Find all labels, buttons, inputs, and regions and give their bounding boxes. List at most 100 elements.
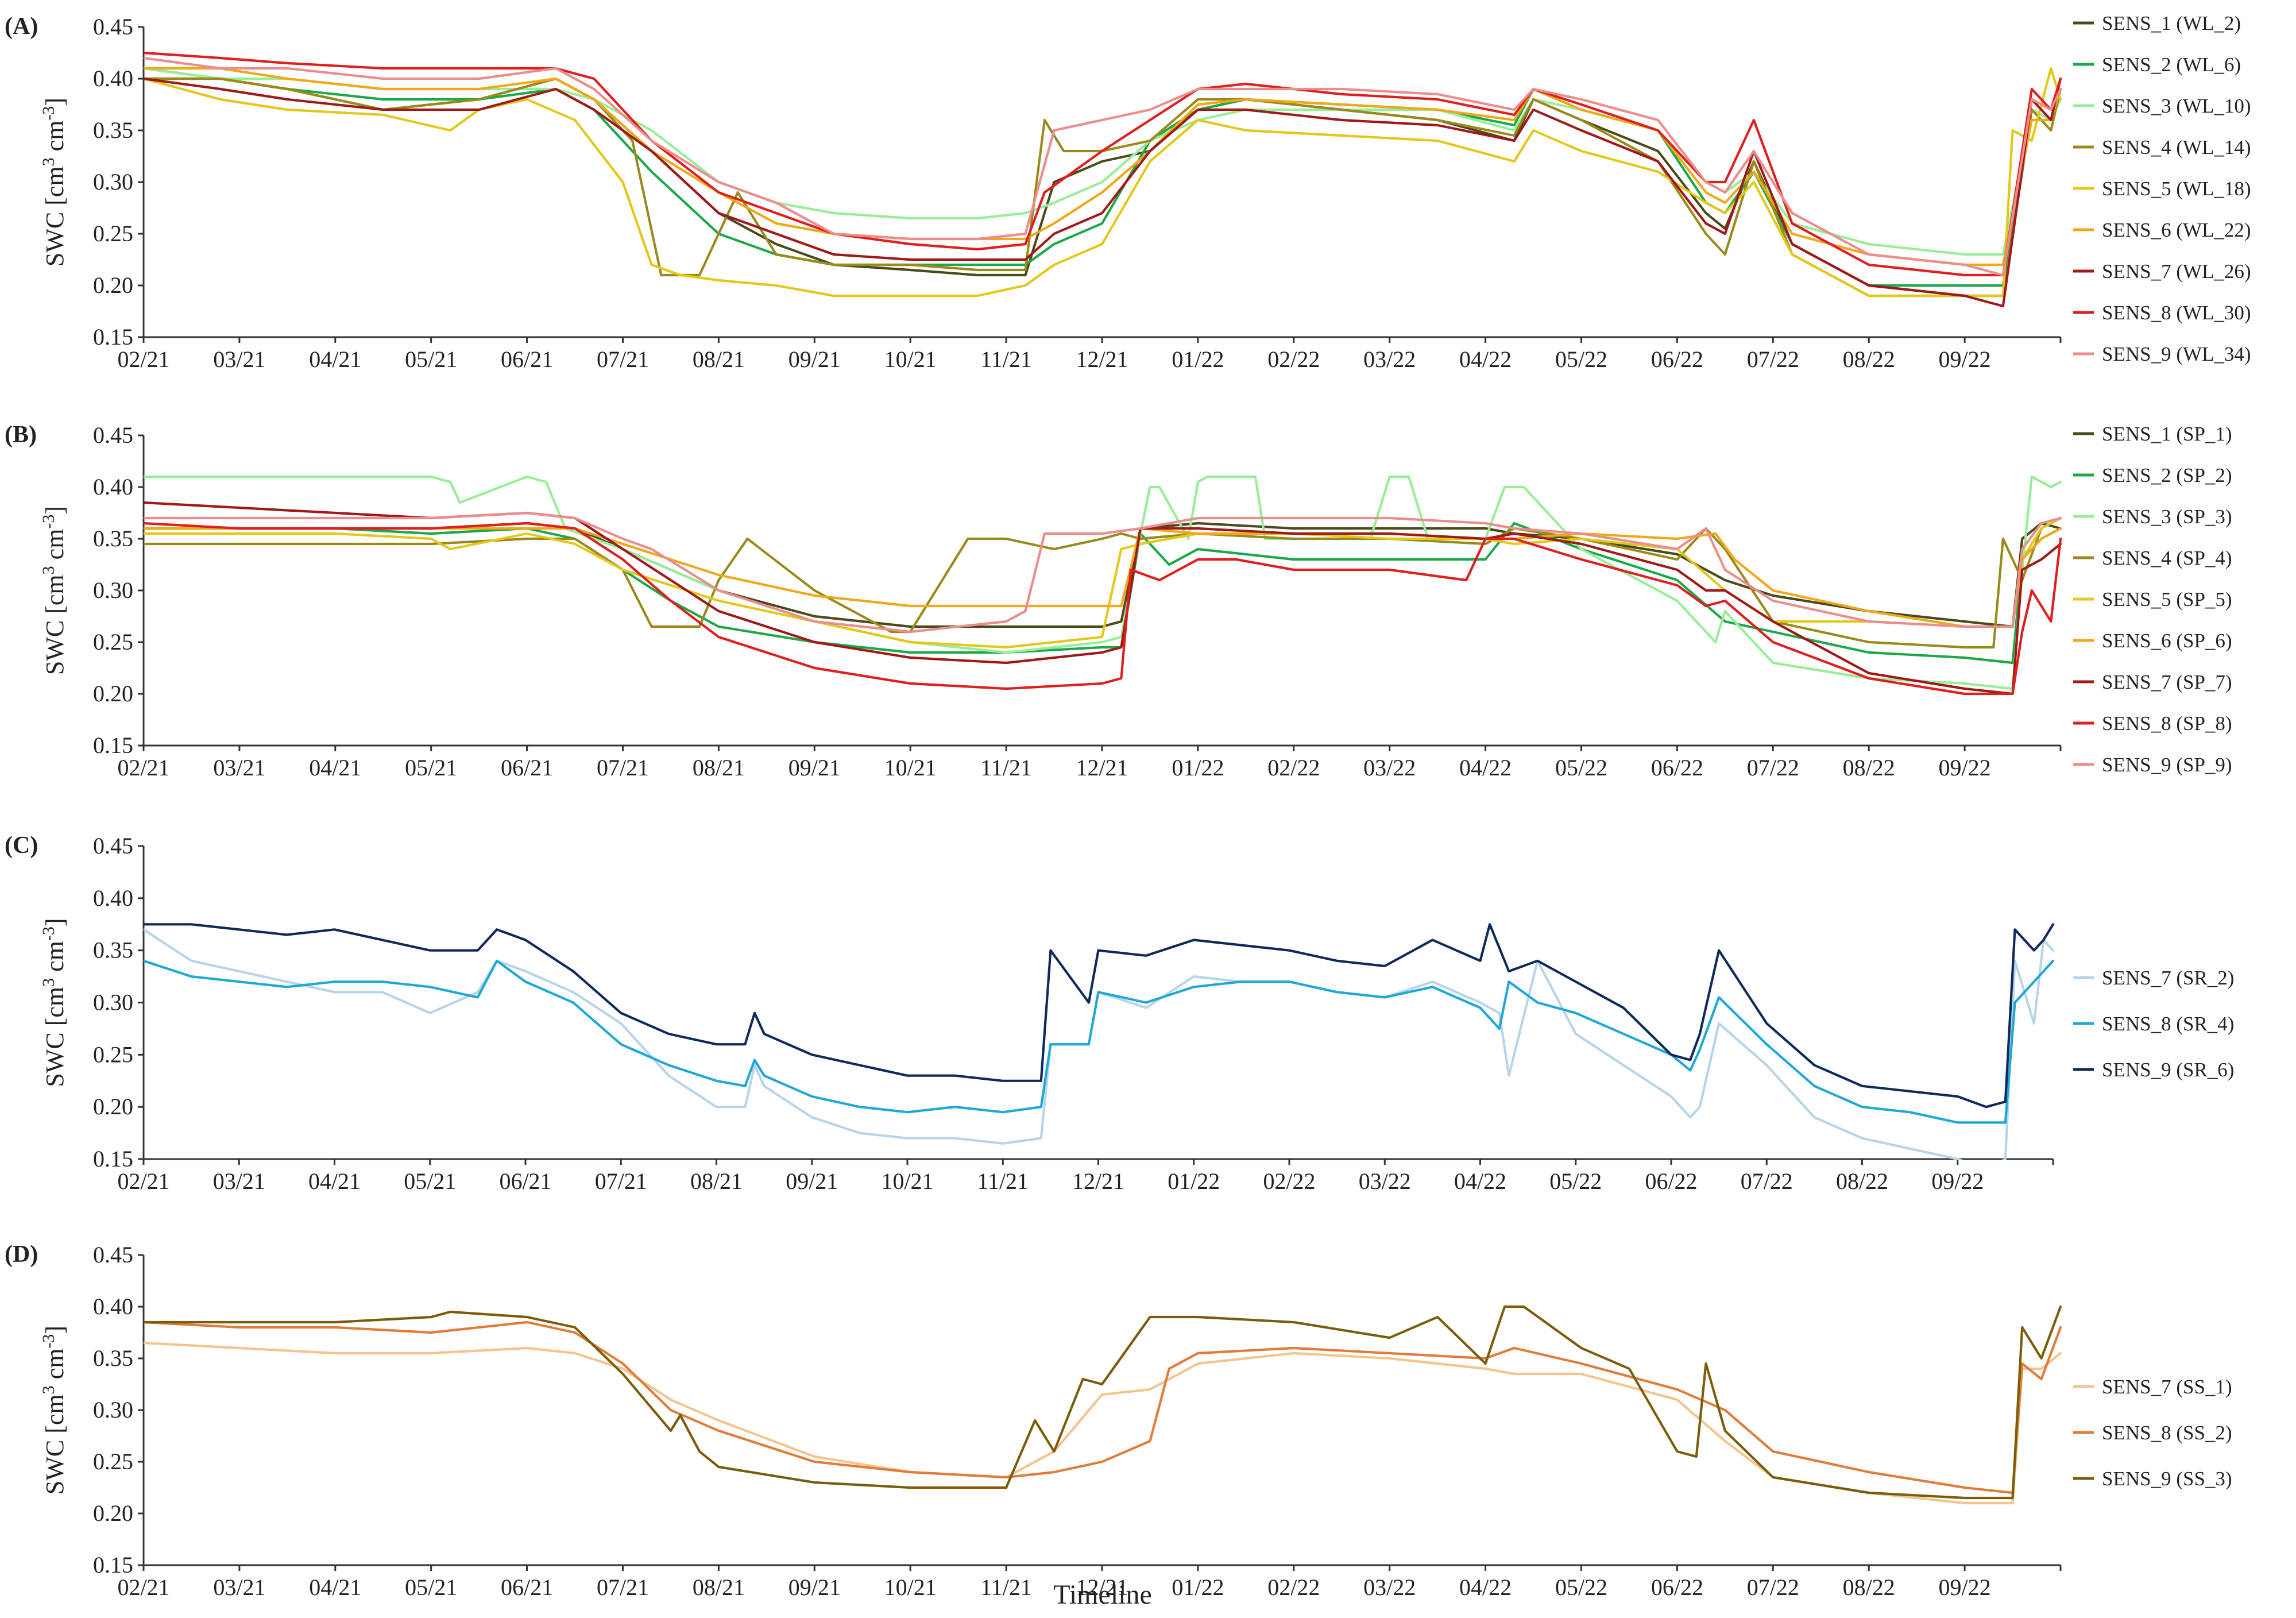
x-tick-label: 07/21 xyxy=(597,346,649,372)
x-tick-label: 10/21 xyxy=(884,346,937,372)
legend-label: SENS_1 (SP_1) xyxy=(2102,423,2232,445)
y-tick-label: 0.30 xyxy=(93,1397,133,1423)
series-line xyxy=(144,77,2062,308)
x-tick-label: 11/21 xyxy=(980,755,1032,781)
x-tick-label: 09/21 xyxy=(788,346,841,372)
y-axis-title-part: cm xyxy=(41,529,69,566)
x-tick-label: 05/22 xyxy=(1549,1168,1602,1194)
x-tick-label: 06/22 xyxy=(1651,1574,1703,1600)
y-axis-title-part: SWC [cm xyxy=(41,987,69,1087)
x-tick-label: 02/21 xyxy=(117,755,169,781)
y-tick-label: 0.25 xyxy=(93,629,133,655)
x-tick-label: 10/21 xyxy=(881,1168,933,1194)
x-tick-label: 02/22 xyxy=(1267,1574,1320,1600)
legend-label: SENS_6 (SP_6) xyxy=(2102,630,2232,652)
legend-label: SENS_9 (SS_3) xyxy=(2102,1468,2232,1490)
series-group xyxy=(144,475,2062,696)
x-tick-label: 04/21 xyxy=(308,1168,361,1194)
x-tick-label: 05/21 xyxy=(405,346,457,372)
x-tick-label: 11/21 xyxy=(980,346,1032,372)
y-axis-title-superscript: -3 xyxy=(39,515,58,529)
x-tick-label: 05/21 xyxy=(405,755,457,781)
series-line xyxy=(144,56,2062,277)
series-line xyxy=(144,475,2062,690)
x-tick-label: 06/21 xyxy=(501,755,553,781)
x-tick-label: 04/21 xyxy=(309,1574,361,1600)
y-tick-label: 0.45 xyxy=(93,1242,133,1268)
series-line xyxy=(144,923,2055,1109)
x-tick-label: 02/22 xyxy=(1267,755,1320,781)
x-tick-label: 07/21 xyxy=(597,1574,649,1600)
x-tick-label: 02/21 xyxy=(117,346,169,372)
y-axis-title-part: SWC [cm xyxy=(41,166,69,267)
legend-label: SENS_8 (SS_2) xyxy=(2102,1422,2232,1444)
y-axis-title: SWC [cm3 cm-3] xyxy=(39,918,69,1087)
y-axis-title-superscript: -3 xyxy=(39,106,58,121)
legend-label: SENS_1 (WL_2) xyxy=(2102,12,2241,34)
x-tick-label: 05/22 xyxy=(1555,1574,1607,1600)
x-tick-label: 06/22 xyxy=(1651,755,1703,781)
x-tick-label: 07/22 xyxy=(1747,1574,1799,1600)
x-axis-title: Timeline xyxy=(1053,1580,1152,1610)
x-tick-label: 06/21 xyxy=(501,346,553,372)
y-tick-label: 0.20 xyxy=(93,272,133,298)
legend-label: SENS_7 (WL_26) xyxy=(2102,260,2251,283)
legend-label: SENS_3 (SP_3) xyxy=(2102,505,2232,528)
x-tick-label: 01/22 xyxy=(1172,346,1224,372)
x-tick-label: 04/22 xyxy=(1459,1574,1512,1600)
legend-label: SENS_6 (WL_22) xyxy=(2102,219,2251,241)
y-tick-label: 0.25 xyxy=(93,1041,133,1067)
y-tick-label: 0.20 xyxy=(93,1500,133,1526)
x-tick-label: 06/22 xyxy=(1645,1168,1697,1194)
y-axis-title-superscript: -3 xyxy=(39,926,58,941)
legend-label: SENS_8 (WL_30) xyxy=(2102,302,2251,324)
y-tick-label: 0.15 xyxy=(93,732,133,758)
y-axis-title: SWC [cm3 cm-3] xyxy=(39,1326,69,1495)
y-tick-label: 0.35 xyxy=(93,117,133,143)
x-tick-label: 11/21 xyxy=(977,1168,1029,1194)
series-line xyxy=(144,67,2062,298)
y-axis-title-part: SWC [cm xyxy=(41,1394,69,1495)
x-tick-label: 04/22 xyxy=(1459,755,1512,781)
legend-label: SENS_9 (SR_6) xyxy=(2102,1059,2234,1081)
x-tick-label: 08/22 xyxy=(1843,346,1895,372)
y-tick-label: 0.35 xyxy=(93,1345,133,1371)
y-axis-title-part: cm xyxy=(41,941,69,978)
y-tick-label: 0.40 xyxy=(93,885,133,911)
chart-panel-b: (B) SWC [cm3 cm-3] 0.15 0.20 0.25 0.30 0.35 0.4… xyxy=(5,422,2232,781)
x-tick-label: 09/22 xyxy=(1939,755,1991,781)
y-axis-title-superscript: -3 xyxy=(39,1334,58,1349)
x-tick-label: 05/22 xyxy=(1555,755,1607,781)
x-tick-label: 02/22 xyxy=(1267,346,1320,372)
y-axis-title: SWC [cm3 cm-3] xyxy=(39,506,69,675)
y-tick-label: 0.20 xyxy=(93,681,133,706)
panel-label: (D) xyxy=(5,1241,38,1268)
legend-label: SENS_3 (WL_10) xyxy=(2102,95,2251,117)
legend-label: SENS_7 (SR_2) xyxy=(2102,967,2234,989)
x-tick-label: 12/21 xyxy=(1076,755,1128,781)
chart-panel-a: (A) SWC [cm3 cm-3] 0.15 0.20 0.25 0.30 0.35 0.4… xyxy=(5,12,2251,372)
y-axis-title-part: cm xyxy=(41,1349,69,1386)
y-tick-label: 0.40 xyxy=(93,65,133,91)
x-tick-label: 05/22 xyxy=(1555,346,1607,372)
x-tick-label: 03/21 xyxy=(213,1168,265,1194)
x-tick-label: 06/21 xyxy=(501,1574,553,1600)
legend-label: SENS_9 (SP_9) xyxy=(2102,754,2232,776)
x-tick-label: 11/21 xyxy=(980,1574,1032,1600)
x-tick-label: 03/22 xyxy=(1363,1574,1416,1600)
x-tick-label: 05/21 xyxy=(405,1574,457,1600)
legend-label: SENS_8 (SR_4) xyxy=(2102,1013,2234,1035)
y-tick-label: 0.30 xyxy=(93,577,133,603)
x-tick-label: 07/22 xyxy=(1747,755,1799,781)
y-tick-label: 0.35 xyxy=(93,526,133,551)
y-tick-label: 0.45 xyxy=(93,14,133,40)
y-axis-title-part: ] xyxy=(41,98,69,106)
chart-panel-d: (D) SWC [cm3 cm-3] 0.15 0.20 0.25 0.30 0.35 0.4… xyxy=(5,1241,2232,1600)
series-line xyxy=(144,522,2062,696)
x-tick-label: 08/21 xyxy=(693,346,745,372)
x-tick-label: 09/22 xyxy=(1939,1574,1991,1600)
x-tick-label: 08/21 xyxy=(693,1574,745,1600)
x-tick-label: 01/22 xyxy=(1172,1574,1224,1600)
x-tick-label: 01/22 xyxy=(1172,755,1224,781)
y-tick-label: 0.40 xyxy=(93,474,133,500)
